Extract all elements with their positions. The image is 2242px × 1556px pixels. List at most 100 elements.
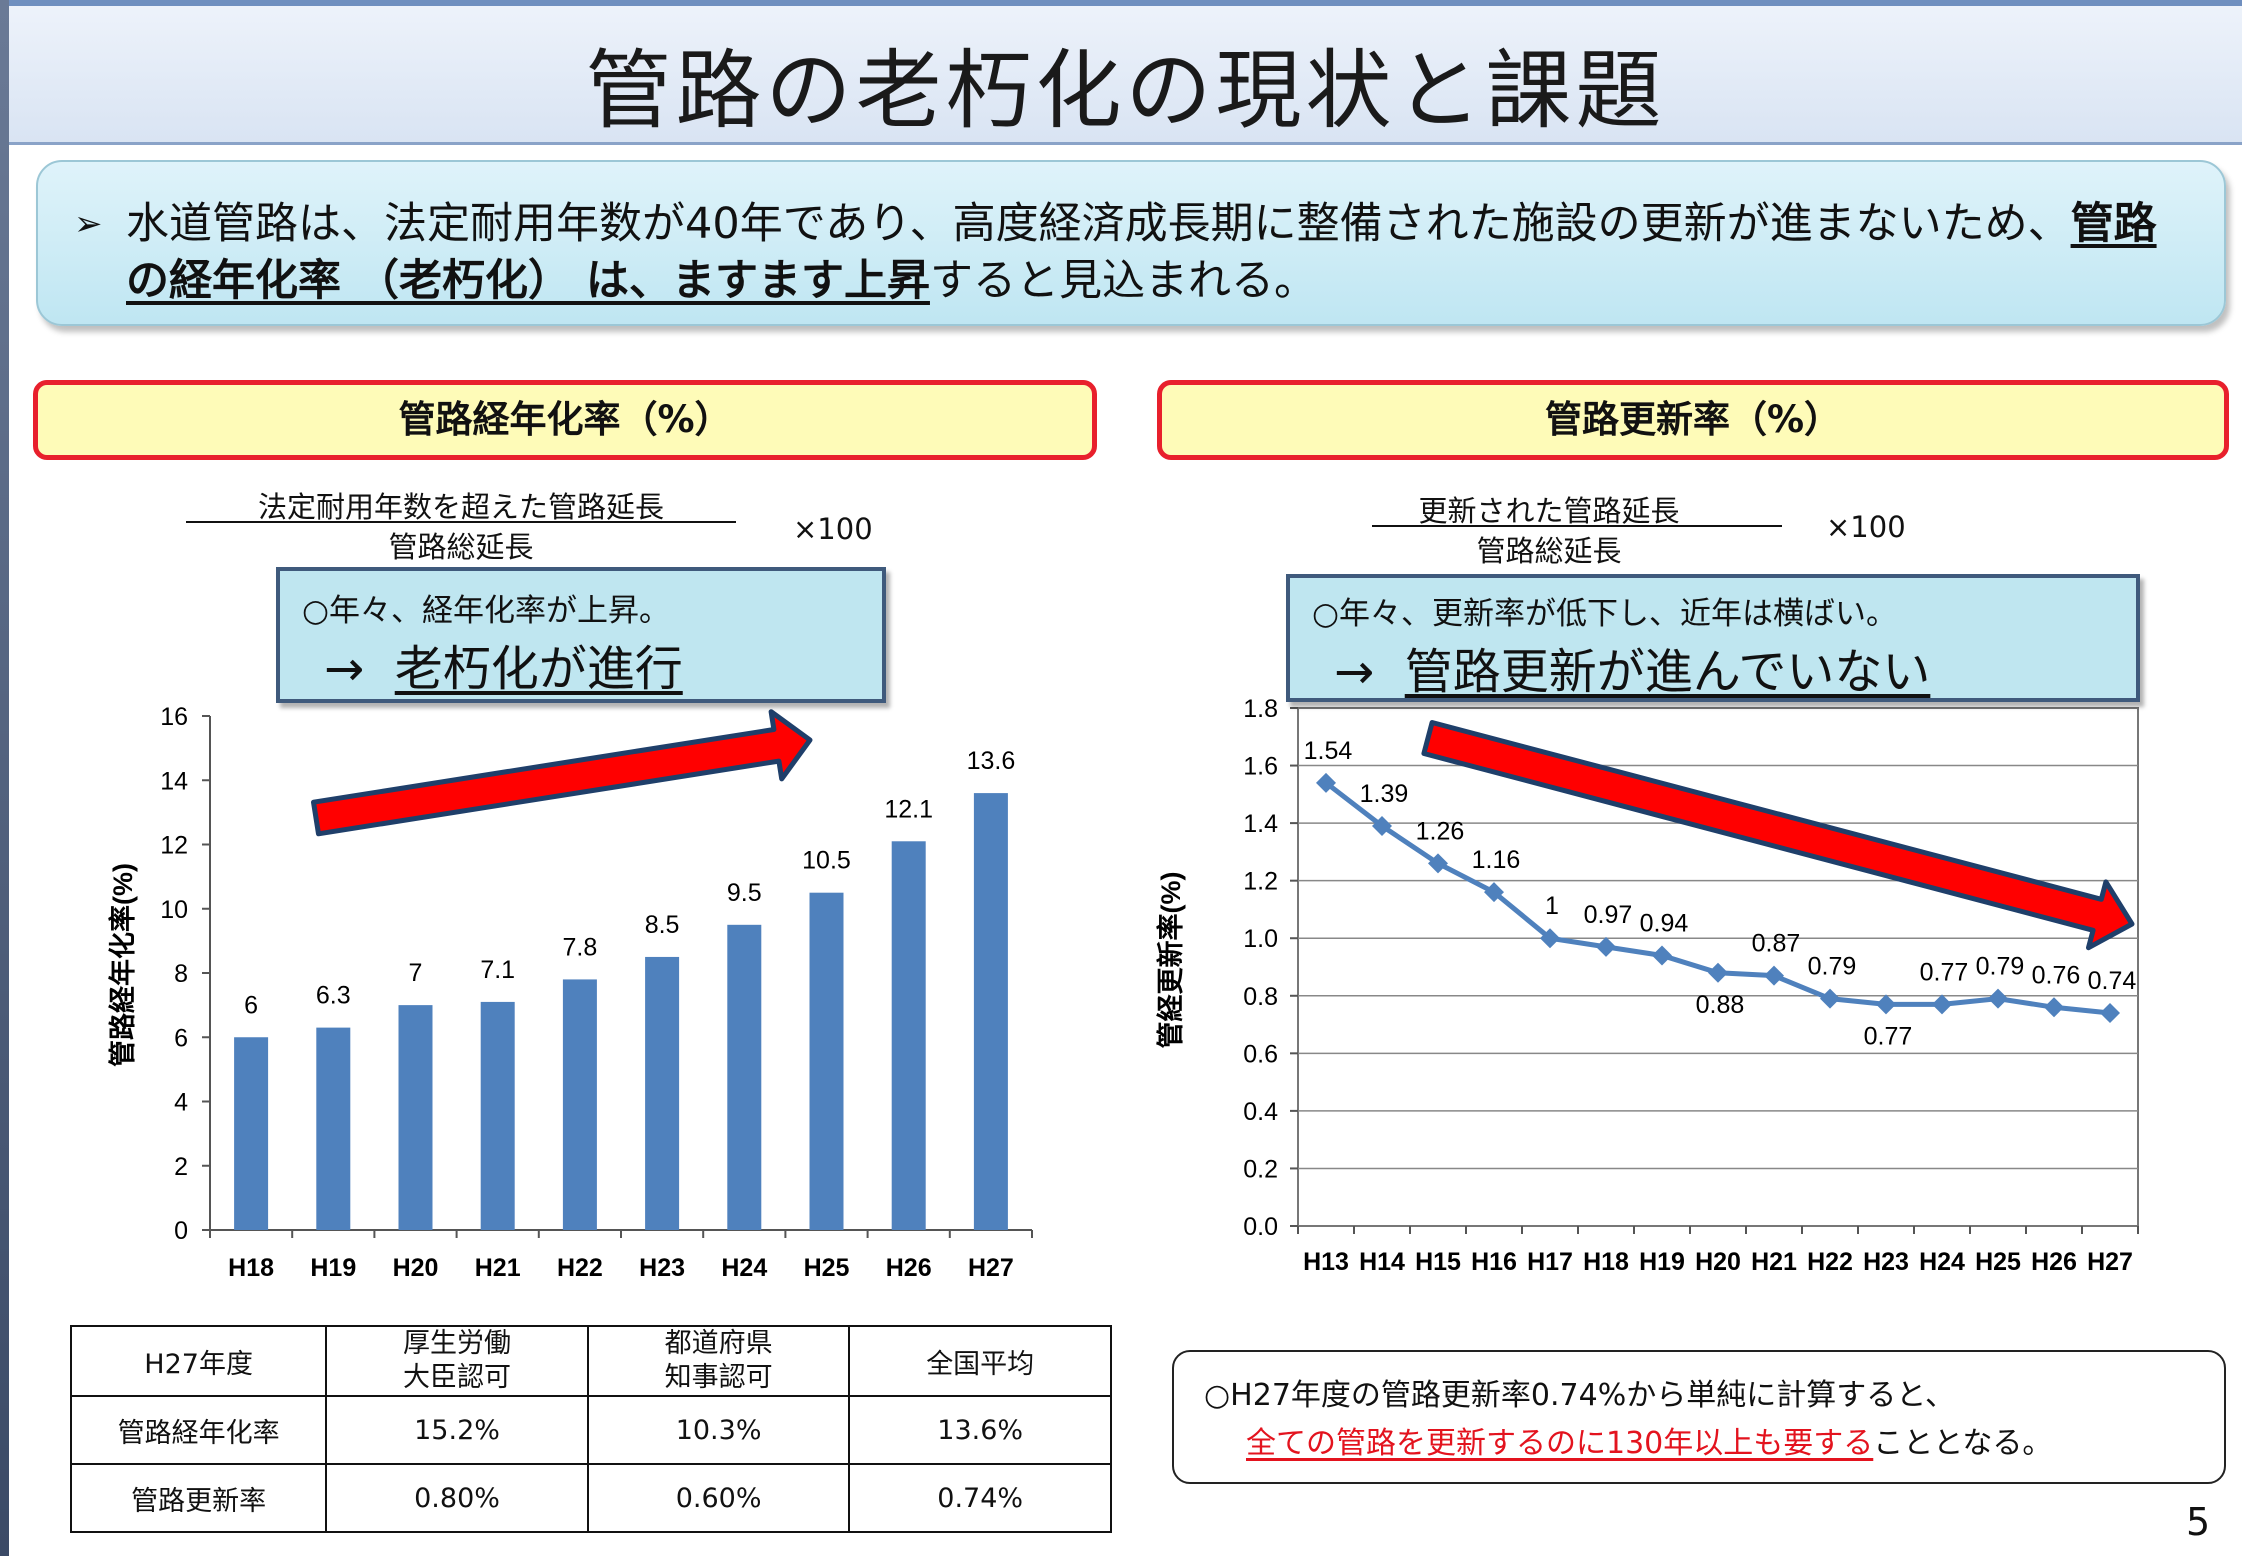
data-label: 0.76 [2032, 961, 2081, 989]
note-box [1172, 1350, 2226, 1484]
data-label: 10.5 [802, 847, 851, 875]
data-label: 12.1 [884, 795, 933, 823]
y-tick-label: 1.4 [1243, 810, 1278, 838]
y-tick-label: 12 [160, 832, 188, 860]
data-label: 0.74 [2088, 967, 2137, 995]
x-tick-label: H18 [228, 1254, 274, 1282]
right-callout-line1: ○年々、更新率が低下し、近年は横ばい。 [1312, 596, 1898, 632]
x-tick-label: H13 [1303, 1248, 1349, 1276]
right-callout-arrow-icon: → [1334, 644, 1375, 700]
x-tick-label: H23 [1863, 1248, 1909, 1276]
y-tick-label: 4 [174, 1089, 188, 1117]
table-cell: 0.74% [848, 1463, 1112, 1533]
data-label: 1.16 [1472, 846, 1521, 874]
data-label: 13.6 [967, 747, 1016, 775]
x-tick-label: H24 [721, 1254, 767, 1282]
data-label: 1.26 [1416, 817, 1465, 845]
data-label: 7.8 [563, 933, 598, 961]
x-tick-label: H22 [1807, 1248, 1853, 1276]
data-point-marker [1820, 988, 1840, 1009]
y-tick-label: 1.8 [1243, 695, 1278, 723]
x-tick-label: H19 [1639, 1248, 1685, 1276]
page-number: 5 [2186, 1500, 2211, 1544]
bar [973, 793, 1008, 1230]
x-tick-label: H25 [804, 1254, 850, 1282]
left-callout-line1: ○年々、経年化率が上昇。 [302, 593, 671, 629]
left-callout-label: 老朽化が進行 [394, 641, 683, 697]
lead-box [36, 160, 2226, 326]
right-fraction-line [1372, 525, 1782, 527]
left-fraction-line [186, 521, 736, 523]
bar [562, 979, 597, 1230]
bar [727, 924, 762, 1230]
title-top-line [9, 0, 2242, 6]
trend-arrow-down [1421, 720, 2135, 951]
left-denominator: 管路総延長 [388, 530, 534, 564]
right-line-chart: 0.0 0.2 0.4 0.6 0.8 1.0 1.2 1.4 1.6 1.8 1.54 H13 1.3… [1155, 695, 2139, 1276]
x-tick-label: H21 [1751, 1248, 1797, 1276]
y-tick-label: 1.2 [1243, 868, 1278, 896]
x-tick-label: H18 [1583, 1248, 1629, 1276]
plot-area [1297, 707, 2139, 1227]
data-label: 1.39 [1360, 780, 1409, 808]
x-tick-label: H25 [1975, 1248, 2021, 1276]
data-label: 0.88 [1696, 991, 1745, 1019]
x-tick-label: H22 [557, 1254, 603, 1282]
y-tick-label: 0.0 [1243, 1213, 1278, 1241]
y-tick-label: 0.2 [1243, 1155, 1278, 1183]
title-band [9, 0, 2242, 145]
left-callout: ○年々、経年化率が上昇。 → 老朽化が進行 [276, 567, 886, 703]
table-header-cell: H27年度 [69, 1325, 328, 1397]
bar [809, 892, 844, 1230]
data-point-marker [1988, 988, 2008, 1009]
table-cell: 0.60% [586, 1463, 851, 1533]
table-header-cell: 都道府県 知事認可 [586, 1325, 851, 1397]
data-label: 0.79 [1808, 953, 1857, 981]
y-tick-label: 2 [174, 1153, 188, 1181]
lead-body: 水道管路は、法定耐用年数が40年であり、高度経済成長期に整備された施設の更新が進… [126, 196, 2194, 310]
data-label: 0.77 [1864, 1022, 1913, 1050]
x-tick-label: H19 [310, 1254, 356, 1282]
data-point-marker [2100, 1003, 2120, 1024]
y-tick-label: 0.6 [1243, 1040, 1278, 1068]
bar [891, 841, 926, 1230]
data-label: 7 [409, 959, 423, 987]
x-tick-label: H14 [1359, 1248, 1405, 1276]
table-row-label: 管路更新率 [69, 1463, 328, 1533]
y-tick-label: 0.4 [1243, 1098, 1278, 1126]
lead-text-underlined: 管路の経年化率 （老朽化） は、ますます上昇 [126, 199, 2157, 306]
data-point-marker [1876, 994, 1896, 1015]
x-tick-label: H23 [639, 1254, 685, 1282]
data-point-marker [1708, 962, 1728, 983]
data-label: 1 [1545, 892, 1559, 920]
table-cell: 13.6% [848, 1395, 1112, 1465]
data-point-marker [1484, 882, 1504, 903]
table-row: 管路経年化率 15.2% 10.3% 13.6% [69, 1395, 1112, 1465]
data-point-marker [1764, 965, 1784, 986]
x-tick-label: H27 [968, 1254, 1014, 1282]
x-tick-label: H26 [2031, 1248, 2077, 1276]
left-numerator: 法定耐用年数を超えた管路延長 [257, 490, 664, 524]
y-tick-label: 6 [174, 1024, 188, 1052]
right-callout: ○年々、更新率が低下し、近年は横ばい。 → 管路更新が進んでいない [1286, 574, 2140, 702]
table-row: 管路更新率 0.80% 0.60% 0.74% [69, 1463, 1112, 1533]
data-label: 8.5 [645, 911, 680, 939]
data-label: 0.77 [1920, 958, 1969, 986]
page-title: 管路の老朽化の現状と課題 [585, 41, 1666, 141]
x-tick-label: H15 [1415, 1248, 1461, 1276]
note-line1: ○H27年度の管路更新率0.74%から単純に計算すると、 [1204, 1378, 1956, 1413]
left-callout-arrow-icon: → [324, 641, 365, 697]
right-callout-label: 管路更新が進んでいない [1404, 644, 1931, 700]
bar [480, 1001, 515, 1230]
bar [645, 956, 680, 1230]
bar [398, 1005, 433, 1230]
note-line2: 全ての管路を更新するのに130年以上も要することとなる。 [1246, 1418, 2052, 1462]
x-tick-label: H21 [475, 1254, 521, 1282]
data-point-marker [1652, 945, 1672, 966]
table-cell: 10.3% [586, 1395, 851, 1465]
trend-arrow-up [311, 709, 813, 837]
right-callout-line2: → 管路更新が進んでいない [1334, 632, 1930, 702]
note-emphasis: 全ての管路を更新するのに130年以上も要する [1246, 1426, 1874, 1461]
bar [234, 1037, 269, 1230]
data-label: 6 [244, 991, 258, 1019]
